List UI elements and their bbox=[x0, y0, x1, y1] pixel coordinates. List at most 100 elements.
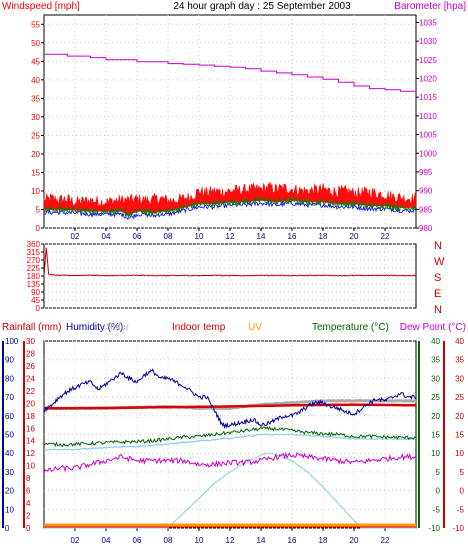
humidity-tick-label: 80 bbox=[5, 374, 14, 383]
indoor-temp-series bbox=[44, 403, 416, 410]
wind-tick-label: 55 bbox=[31, 20, 40, 29]
multi-x-tick-label: 16 bbox=[288, 536, 297, 545]
dewpoint-tick-label: 25 bbox=[455, 393, 464, 402]
temperature-tick-label: 5 bbox=[436, 468, 441, 477]
barometer-tick-label: 995 bbox=[419, 168, 433, 177]
direction-series bbox=[43, 247, 417, 277]
compass-label: N bbox=[434, 304, 442, 316]
barometer-tick-label: 1015 bbox=[419, 93, 437, 102]
humidity-tick-label: 50 bbox=[5, 431, 14, 440]
dewpoint-tick-label: 35 bbox=[455, 356, 464, 365]
direction-tick-label: 45 bbox=[31, 296, 40, 305]
barometer-series bbox=[44, 53, 416, 92]
wind-tick-label: 30 bbox=[31, 113, 40, 122]
humidity-tick-label: 100 bbox=[5, 337, 19, 346]
wind-tick-label: 10 bbox=[31, 187, 40, 196]
wind-tick-label: 45 bbox=[31, 57, 40, 66]
compass-label: E bbox=[434, 288, 441, 300]
windspeed-axis-title: Windspeed [mph] bbox=[2, 1, 80, 12]
humidity-tick-label: 60 bbox=[5, 412, 14, 421]
rainfall-tick-label: 22 bbox=[26, 387, 35, 396]
humidity-series bbox=[43, 368, 417, 429]
rainfall-tick-label: 2 bbox=[26, 512, 31, 521]
barometer-tick-label: 980 bbox=[419, 224, 433, 233]
wind-x-tick-label: 08 bbox=[164, 232, 173, 241]
temperature-tick-label: 0 bbox=[436, 487, 441, 496]
humidity-tick-label: 90 bbox=[5, 356, 14, 365]
dewpoint-tick-label: 10 bbox=[455, 449, 464, 458]
barometer-tick-label: 985 bbox=[419, 205, 433, 214]
dewpoint-tick-label: 30 bbox=[455, 374, 464, 383]
humidity-tick-label: 30 bbox=[5, 468, 14, 477]
multi-x-tick-label: 18 bbox=[319, 536, 328, 545]
rainfall-tick-label: 18 bbox=[26, 412, 35, 421]
solar-radiation-series bbox=[44, 452, 416, 529]
wind-tick-label: 20 bbox=[31, 150, 40, 159]
temperature-tick-label: -10 bbox=[428, 524, 440, 533]
legend-humidity: Humidity (%) bbox=[66, 322, 123, 333]
chart-title: 24 hour graph day : 25 September 2003 bbox=[173, 1, 351, 12]
barometer-tick-label: 1020 bbox=[419, 75, 437, 84]
apparent-temp-series bbox=[43, 433, 417, 451]
wind-x-tick-label: 14 bbox=[257, 232, 266, 241]
wind-x-tick-label: 06 bbox=[133, 232, 142, 241]
wind-tick-label: 15 bbox=[31, 168, 40, 177]
barometer-tick-label: 1005 bbox=[419, 131, 437, 140]
direction-tick-label: 180 bbox=[27, 272, 41, 281]
wind-x-tick-label: 18 bbox=[319, 232, 328, 241]
barometer-tick-label: 1000 bbox=[419, 149, 437, 158]
temperature-series bbox=[43, 426, 417, 448]
compass-label: S bbox=[434, 272, 441, 284]
multi-x-tick-label: 20 bbox=[350, 536, 359, 545]
multi-x-tick-label: 08 bbox=[164, 536, 173, 545]
legend-solar: Solar bbox=[106, 322, 130, 333]
rainfall-tick-label: 12 bbox=[26, 449, 35, 458]
temperature-tick-label: 25 bbox=[431, 393, 440, 402]
temperature-tick-label: 40 bbox=[431, 337, 440, 346]
wind-x-tick-label: 20 bbox=[350, 232, 359, 241]
direction-tick-label: 135 bbox=[27, 280, 41, 289]
dewpoint-series bbox=[43, 451, 417, 475]
humidity-tick-label: 70 bbox=[5, 393, 14, 402]
multi-legend: Rainfall (mm) Humidity (%) Solar Indoor … bbox=[2, 322, 466, 333]
multi-x-tick-label: 10 bbox=[195, 536, 204, 545]
multi-x-tick-label: 06 bbox=[133, 536, 142, 545]
rainfall-tick-label: 26 bbox=[26, 362, 35, 371]
temperature-tick-label: 20 bbox=[431, 412, 440, 421]
direction-tick-label: 225 bbox=[27, 264, 41, 273]
direction-tick-label: 315 bbox=[27, 248, 41, 257]
rainfall-tick-label: 8 bbox=[26, 474, 31, 483]
dewpoint-tick-label: -10 bbox=[452, 524, 464, 533]
direction-tick-label: 270 bbox=[27, 256, 41, 265]
legend-rainfall: Rainfall (mm) bbox=[2, 322, 61, 333]
barometer-axis-title: Barometer [hpa] bbox=[394, 1, 466, 12]
dewpoint-tick-label: 0 bbox=[460, 487, 465, 496]
compass-label: N bbox=[434, 240, 442, 252]
wind-tick-label: 25 bbox=[31, 131, 40, 140]
temperature-tick-label: 15 bbox=[431, 431, 440, 440]
temperature-tick-label: 35 bbox=[431, 356, 440, 365]
wind-tick-label: 50 bbox=[31, 39, 40, 48]
wind-x-tick-label: 12 bbox=[226, 232, 235, 241]
humidity-tick-label: 0 bbox=[5, 524, 10, 533]
rainfall-tick-label: 14 bbox=[26, 437, 35, 446]
barometer-tick-label: 1030 bbox=[419, 37, 437, 46]
dewpoint-tick-label: -5 bbox=[457, 505, 465, 514]
direction-tick-label: 90 bbox=[31, 288, 40, 297]
barometer-tick-label: 990 bbox=[419, 187, 433, 196]
wind-tick-label: 40 bbox=[31, 76, 40, 85]
humidity-tick-label: 10 bbox=[5, 505, 14, 514]
temperature-tick-label: 30 bbox=[431, 374, 440, 383]
wind-avg-series bbox=[43, 196, 417, 218]
wind-x-tick-label: 22 bbox=[381, 232, 390, 241]
multi-x-tick-label: 22 bbox=[381, 536, 390, 545]
temperature-tick-label: 10 bbox=[431, 449, 440, 458]
wind-tick-label: 5 bbox=[36, 205, 41, 214]
dewpoint-tick-label: 40 bbox=[455, 337, 464, 346]
humidity-tick-label: 40 bbox=[5, 449, 14, 458]
rainfall-tick-label: 20 bbox=[26, 399, 35, 408]
rainfall-tick-label: 6 bbox=[26, 487, 31, 496]
multi-x-tick-label: 12 bbox=[226, 536, 235, 545]
multi-x-tick-label: 14 bbox=[257, 536, 266, 545]
